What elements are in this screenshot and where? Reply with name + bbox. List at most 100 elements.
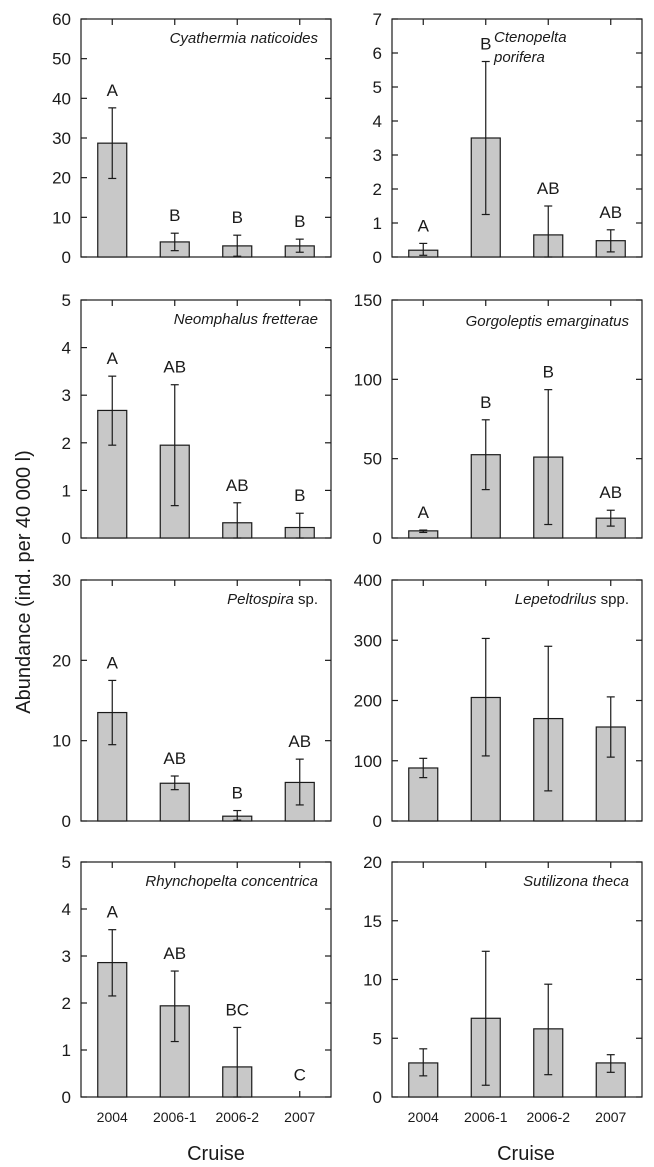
panel-title-part: Sutilizona theca [523,873,629,890]
significance-letter: B [294,212,305,231]
y-tick-label: 3 [62,386,71,405]
significance-letter: B [169,206,180,225]
y-tick-label: 3 [373,146,382,165]
significance-letter: B [232,784,243,803]
y-tick-label: 10 [363,971,382,990]
y-tick-label: 30 [52,129,71,148]
panel-title-part: Neomphalus fretterae [174,311,318,328]
y-tick-label: 10 [52,208,71,227]
y-tick-label: 20 [52,651,71,670]
x-tick-label: 2004 [408,1109,439,1125]
panel-title: Lepetodrilus spp. [515,591,629,608]
y-tick-label: 3 [62,947,71,966]
plot-frame [391,18,643,258]
y-tick-label: 150 [354,291,382,310]
y-tick-label: 2 [62,434,71,453]
significance-letter: AB [537,179,560,198]
y-tick-label: 0 [373,529,382,548]
chart-panel: 0 1 2 3 4 5 A AB BC C 2004 2006-1 2006-2 2007 Rhynchop… [62,853,332,1125]
y-tick-label: 20 [363,853,382,872]
significance-letter: AB [163,749,186,768]
y-tick-label: 15 [363,912,382,931]
y-tick-label: 400 [354,571,382,590]
y-tick-label: 6 [373,44,382,63]
y-tick-label: 1 [62,1041,71,1060]
x-axis-title-left: Cruise [187,1143,245,1165]
y-tick-label: 50 [52,50,71,69]
panel-title-part: Gorgoleptis emarginatus [466,313,630,330]
y-tick-label: 0 [62,529,71,548]
chart-panel: 0 1 2 3 4 5 A AB AB B Neomphalus fretterae [62,291,332,548]
y-tick-label: 7 [373,10,382,29]
significance-letter: AB [163,944,186,963]
y-tick-label: 40 [52,89,71,108]
panel-title: Cyathermia naticoides [170,30,319,47]
panel-title-part: Rhynchopelta concentrica [145,873,318,890]
y-tick-label: 0 [62,248,71,267]
x-axis-title-right: Cruise [497,1143,555,1165]
x-tick-label: 2007 [595,1109,626,1125]
y-tick-label: 100 [354,370,382,389]
y-tick-label: 5 [373,78,382,97]
panel-title: Neomphalus fretterae [174,311,318,328]
y-tick-label: 1 [373,214,382,233]
y-tick-label: 50 [363,450,382,469]
y-tick-label: 60 [52,10,71,29]
panel-title: Gorgoleptis emarginatus [466,313,630,330]
panel-title-part: Lepetodrilus [515,591,597,608]
y-tick-label: 5 [62,853,71,872]
y-tick-label: 5 [62,291,71,310]
y-axis-title: Abundance (ind. per 40 000 l) [13,450,35,714]
panel-title-part: spp. [596,591,629,608]
significance-letter: A [107,81,119,100]
chart-panel: 0 5 10 15 20 2004 2006-1 2006-2 2007 Sutilizona t… [363,853,643,1125]
significance-letter: A [418,503,430,522]
x-tick-label: 2006-1 [464,1109,508,1125]
significance-letter: B [543,363,554,382]
y-tick-label: 5 [373,1029,382,1048]
y-tick-label: 0 [373,812,382,831]
y-tick-label: 4 [62,900,71,919]
plot-frame [80,299,332,539]
y-tick-label: 200 [354,692,382,711]
significance-letter: C [294,1066,306,1085]
plot-frame [80,579,332,822]
panel-title: Peltospira sp. [227,591,318,608]
y-tick-label: 0 [373,248,382,267]
significance-letter: A [107,349,119,368]
x-tick-label: 2006-1 [153,1109,197,1125]
x-tick-label: 2006-2 [215,1109,259,1125]
significance-letter: A [418,216,430,235]
y-tick-label: 4 [373,112,382,131]
significance-letter: B [294,486,305,505]
y-tick-label: 20 [52,169,71,188]
panel-title: porifera [493,49,545,66]
x-tick-label: 2006-2 [526,1109,570,1125]
y-tick-label: 0 [62,812,71,831]
significance-letter: A [107,653,119,672]
y-tick-label: 100 [354,752,382,771]
chart-panel: 0 10 20 30 40 50 60 A B B B Cyathermia naticoides [52,10,332,267]
y-tick-label: 30 [52,571,71,590]
panel-title: Rhynchopelta concentrica [145,873,318,890]
y-tick-label: 10 [52,732,71,751]
chart-panel: 0 100 200 300 400 Lepetodrilus spp. [354,571,643,831]
plot-frame [391,861,643,1098]
x-tick-label: 2007 [284,1109,315,1125]
significance-letter: B [480,393,491,412]
significance-letter: AB [163,358,186,377]
y-tick-label: 0 [62,1088,71,1107]
significance-letter: B [480,35,491,54]
chart-panel: 0 10 20 30 A AB B AB Peltospira sp. [52,571,332,831]
panel-title-part: sp. [294,591,318,608]
panel-title: Sutilizona theca [523,873,629,890]
significance-letter: AB [288,732,311,751]
y-tick-label: 0 [373,1088,382,1107]
significance-letter: AB [599,483,622,502]
plot-frame [391,299,643,539]
x-tick-label: 2004 [97,1109,128,1125]
bar [159,1005,190,1098]
